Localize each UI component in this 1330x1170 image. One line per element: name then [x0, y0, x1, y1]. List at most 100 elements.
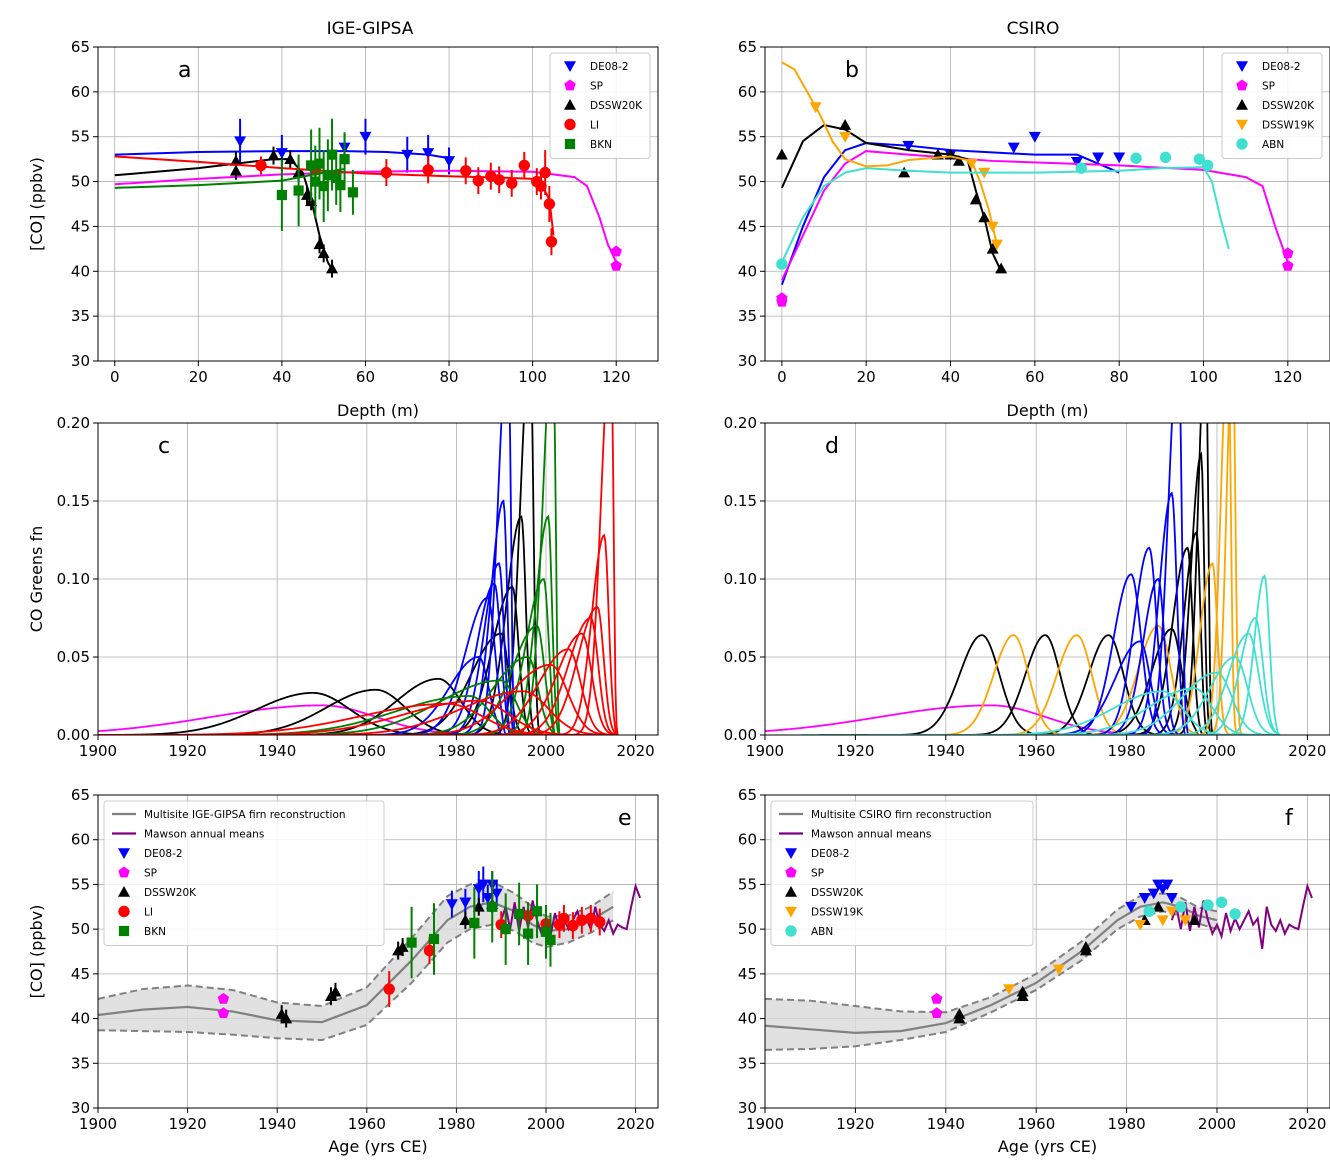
plot-area-f	[765, 879, 1313, 1051]
data-point-DSSW20K	[952, 154, 965, 166]
model-line-ABN	[780, 166, 1230, 263]
data-point-DSSW19K	[1003, 984, 1016, 996]
xtick-label: 2020	[617, 1115, 655, 1133]
greens-curve-LI	[539, 423, 619, 735]
data-point-BKN	[469, 917, 480, 928]
xtick-label: 1900	[79, 742, 117, 760]
ytick-label: 50	[738, 173, 757, 191]
legend-label: Mawson annual means	[144, 829, 264, 841]
ytick-label: 45	[738, 965, 757, 983]
ytick-label: 40	[738, 262, 757, 280]
plot-area-b	[775, 61, 1294, 307]
data-point-DE08-2	[1113, 152, 1126, 164]
ytick-label: 60	[738, 831, 757, 849]
greens-curve-DSSW19K	[868, 634, 1073, 735]
reconstruction-line	[98, 901, 614, 1024]
data-point-BKN	[522, 928, 534, 939]
data-point-DE08-2	[1161, 879, 1174, 891]
legend-marker-SP	[785, 866, 797, 878]
data-point-DSSW20K	[1016, 985, 1029, 997]
panel-c-greens-function: 1900 1920 1940 1960 1980 2000 2020 0.00 0.05 0.10…	[27, 414, 659, 760]
plot-area-d	[765, 423, 1281, 735]
data-point-DSSW20K	[1152, 900, 1165, 912]
data-point-DSSW19K	[1156, 915, 1169, 927]
legend-label: SP	[590, 81, 603, 93]
legend-label: DSSW20K	[590, 100, 643, 112]
greens-curve-LI	[454, 606, 618, 735]
data-point-DSSW20K	[978, 211, 991, 223]
data-point-DE08-2	[275, 148, 288, 159]
ytick-label: 55	[738, 128, 757, 146]
data-point-LI	[493, 174, 505, 186]
data-point-BKN	[322, 170, 333, 181]
greens-curve-SP	[98, 704, 479, 735]
column-title-right: CSIRO	[1007, 19, 1060, 39]
xtick-label: 120	[602, 368, 631, 386]
data-point-LI	[423, 944, 436, 957]
data-point-ABN	[1143, 905, 1155, 917]
data-point-BKN	[326, 149, 338, 160]
greens-curve-ABN	[963, 671, 1281, 735]
grid-d	[764, 422, 1330, 736]
greens-curve-ABN	[801, 690, 1272, 735]
ytick-label: 35	[71, 1054, 90, 1072]
data-point-DSSW20K	[1079, 941, 1092, 952]
legend-label: DE08-2	[144, 848, 183, 860]
column-title-left: IGE-GIPSA	[327, 19, 414, 39]
data-point-BKN	[318, 180, 329, 192]
ytick-label: 50	[71, 173, 90, 191]
greens-curve-DSSW20K	[1151, 423, 1214, 735]
legend-marker-DE08-2	[118, 848, 130, 859]
legend-box	[1221, 52, 1323, 159]
data-point-DE08-2	[902, 140, 915, 152]
ytick-label: 45	[738, 217, 757, 235]
legend-marker-ABN	[785, 925, 797, 937]
legend-marker-SP	[564, 79, 576, 91]
ytick-label: 0.15	[724, 492, 757, 510]
data-point-SP	[931, 1007, 943, 1019]
ytick-label: 0.05	[57, 648, 90, 666]
xtick-label: 40	[941, 368, 960, 386]
model-line-DSSW20K	[780, 123, 1003, 272]
xtick-label: 2000	[1198, 1115, 1236, 1133]
xtick-label: 0	[777, 368, 787, 386]
ytick-label: 55	[71, 128, 90, 146]
data-point-DE08-2	[477, 879, 490, 891]
xtick-label: 20	[189, 368, 208, 386]
legend-box	[549, 52, 651, 159]
data-point-DSSW19K	[990, 239, 1003, 251]
data-point-DE08-2	[1147, 888, 1160, 900]
ytick-label: 55	[71, 875, 90, 893]
legend-label: DE08-2	[811, 848, 850, 860]
legend-label: ABN	[811, 926, 833, 938]
plot-area-a	[114, 118, 622, 278]
data-point-DSSW20K	[229, 164, 242, 176]
legend-marker-BKN	[118, 925, 130, 937]
ytick-label: 40	[71, 1010, 90, 1028]
data-point-DE08-2	[1028, 131, 1041, 143]
legend-marker-DSSW20K	[785, 886, 797, 897]
xtick-label: 40	[272, 368, 291, 386]
ytick-label: 0.20	[724, 414, 757, 432]
data-point-ABN	[1215, 896, 1228, 909]
greens-curve-ABN	[1192, 574, 1281, 735]
panel-d-greens-function: 1900 1920 1940 1960 1980 2000 2020 0.00 0.05 0.10…	[724, 414, 1330, 760]
xtick-label: 1920	[169, 742, 207, 760]
greens-curve-DE08-2	[1049, 577, 1181, 735]
ytick-label: 30	[738, 352, 757, 370]
xtick-label: 2020	[617, 742, 655, 760]
data-point-BKN	[306, 160, 317, 171]
data-point-BKN	[314, 158, 325, 169]
data-point-ABN	[1075, 162, 1087, 174]
model-line-SP	[114, 169, 618, 263]
data-point-LI	[472, 174, 484, 187]
legend-marker-SP	[118, 866, 130, 878]
legend-label: DSSW20K	[811, 887, 864, 899]
data-point-DE08-2	[481, 893, 494, 904]
legend-marker-SP	[1236, 79, 1248, 91]
grid-c	[97, 422, 658, 736]
greens-curve-ABN	[1104, 632, 1281, 735]
ytick-label: 45	[71, 965, 90, 983]
y-axis-label: [CO] (ppbv)	[27, 157, 46, 251]
